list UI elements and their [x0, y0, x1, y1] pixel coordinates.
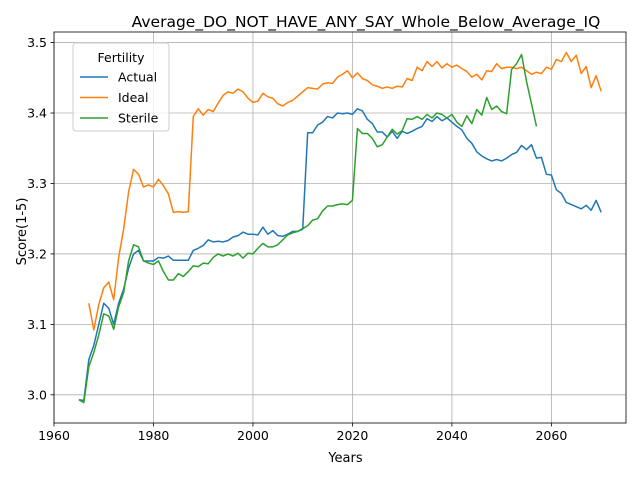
legend-label: Actual — [118, 70, 157, 85]
y-axis-label: Score(1-5) — [15, 198, 30, 266]
legend-label: Sterile — [118, 111, 159, 126]
legend-title: Fertility — [98, 50, 146, 65]
y-axis: 3.0 3.1 3.2 3.3 3.4 3.5 — [27, 35, 54, 402]
legend-box — [72, 42, 170, 132]
legend-label: Ideal — [118, 90, 148, 105]
y-tick-label: 3.2 — [27, 246, 47, 261]
x-tick-label: 2000 — [237, 428, 269, 443]
legend: Fertility Actual Ideal Sterile — [72, 42, 170, 132]
y-tick-label: 3.4 — [27, 106, 47, 121]
x-axis-label: Years — [327, 451, 363, 466]
y-tick-label: 3.1 — [27, 317, 47, 332]
x-tick-label: 2060 — [535, 428, 567, 443]
y-tick-label: 3.3 — [27, 176, 47, 191]
series-layer — [78, 51, 602, 404]
x-tick-label: 2040 — [436, 428, 468, 443]
plot-frame — [53, 31, 627, 424]
legend-entries: Actual Ideal Sterile — [80, 70, 159, 126]
series-line-actual — [78, 108, 602, 402]
series-line-ideal — [88, 51, 602, 331]
x-tick-label: 2020 — [337, 428, 369, 443]
y-tick-label: 3.5 — [27, 35, 47, 50]
x-axis: 1960 1980 2000 2020 2040 2060 — [38, 423, 567, 443]
x-tick-label: 1960 — [38, 428, 70, 443]
chart-title: Average_DO_NOT_HAVE_ANY_SAY_Whole_Below_… — [132, 13, 601, 32]
x-tick-label: 1980 — [138, 428, 170, 443]
series-line-sterile — [78, 53, 538, 404]
y-tick-label: 3.0 — [27, 387, 47, 402]
